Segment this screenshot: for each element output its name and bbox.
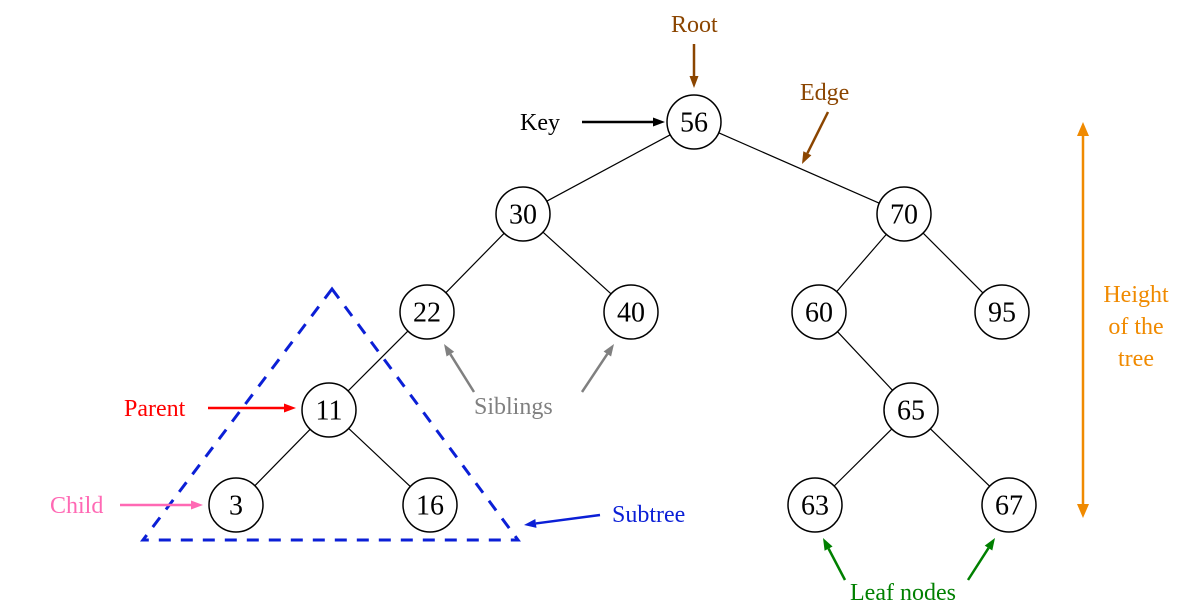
- node-56-label: 56: [680, 108, 708, 139]
- tree-diagram: 56 30 70 22 40 60 95 11 65 3 16 63 67 Heightof thetre…: [0, 0, 1194, 614]
- annotation-child-label: Child: [50, 493, 103, 519]
- annotation-siblings: Siblings: [444, 344, 614, 420]
- node-65-label: 65: [897, 396, 925, 427]
- annotation-leaf-label: Leaf nodes: [850, 580, 956, 606]
- annotation-key-label: Key: [520, 110, 560, 136]
- edge-n70-n60: [837, 234, 887, 291]
- annotation-key-arrow: [582, 118, 665, 127]
- edge-n11-n16: [349, 428, 411, 486]
- height-arrow: [1077, 122, 1089, 518]
- annotation-subtree-arrow: [524, 515, 600, 528]
- edge-n56-n30: [547, 135, 670, 201]
- node-67-label: 67: [995, 491, 1023, 522]
- node-65: 65: [884, 383, 938, 437]
- annotation-siblings-arrow: [582, 344, 614, 392]
- node-30: 30: [496, 187, 550, 241]
- annotation-parent: Parent: [124, 396, 296, 422]
- edge-n56-n70: [719, 133, 880, 203]
- annotation-parent-label: Parent: [124, 396, 186, 422]
- node-70: 70: [877, 187, 931, 241]
- node-22-label: 22: [413, 298, 441, 329]
- annotation-child: Child: [50, 493, 203, 519]
- annotation-siblings-label: Siblings: [474, 394, 553, 420]
- edge-n70-n95: [923, 233, 983, 293]
- edge-n65-n63: [834, 429, 892, 486]
- annotation-root: Root: [671, 12, 718, 88]
- edge-n30-n22: [446, 233, 504, 292]
- node-63: 63: [788, 478, 842, 532]
- annotation-leaf-arrow: [823, 538, 845, 580]
- annotation-edge-arrow: [802, 112, 828, 164]
- node-67: 67: [982, 478, 1036, 532]
- annotation-siblings-arrow: [444, 344, 474, 392]
- node-40: 40: [604, 285, 658, 339]
- annotation-root-arrow: [690, 44, 699, 88]
- node-70-label: 70: [890, 200, 918, 231]
- node-60: 60: [792, 285, 846, 339]
- node-56: 56: [667, 95, 721, 149]
- annotation-edge-label: Edge: [800, 80, 849, 106]
- annotation-subtree: Subtree: [524, 502, 685, 528]
- edge-n65-n67: [930, 429, 989, 486]
- node-16-label: 16: [416, 491, 444, 522]
- annotation-subtree-label: Subtree: [612, 502, 685, 528]
- height-label: Heightof thetree: [1103, 282, 1169, 372]
- edge-n22-n11: [348, 331, 408, 391]
- node-60-label: 60: [805, 298, 833, 329]
- node-95-label: 95: [988, 298, 1016, 329]
- node-30-label: 30: [509, 200, 537, 231]
- annotation-child-arrow: [120, 501, 203, 510]
- node-95: 95: [975, 285, 1029, 339]
- node-22: 22: [400, 285, 454, 339]
- annotation-root-label: Root: [671, 12, 718, 38]
- annotation-parent-arrow: [208, 404, 296, 413]
- node-11-label: 11: [316, 396, 343, 427]
- node-11: 11: [302, 383, 356, 437]
- edge-n60-n65: [837, 332, 892, 391]
- annotation-edge: Edge: [800, 80, 849, 164]
- annotation-leaf: Leaf nodes: [823, 538, 995, 606]
- edge-n11-n3: [255, 429, 310, 485]
- node-16: 16: [403, 478, 457, 532]
- node-63-label: 63: [801, 491, 829, 522]
- annotation-key: Key: [520, 110, 665, 136]
- annotation-leaf-arrow: [968, 538, 995, 580]
- node-3-label: 3: [229, 491, 243, 522]
- node-3: 3: [209, 478, 263, 532]
- edge-n30-n40: [543, 232, 611, 294]
- node-40-label: 40: [617, 298, 645, 329]
